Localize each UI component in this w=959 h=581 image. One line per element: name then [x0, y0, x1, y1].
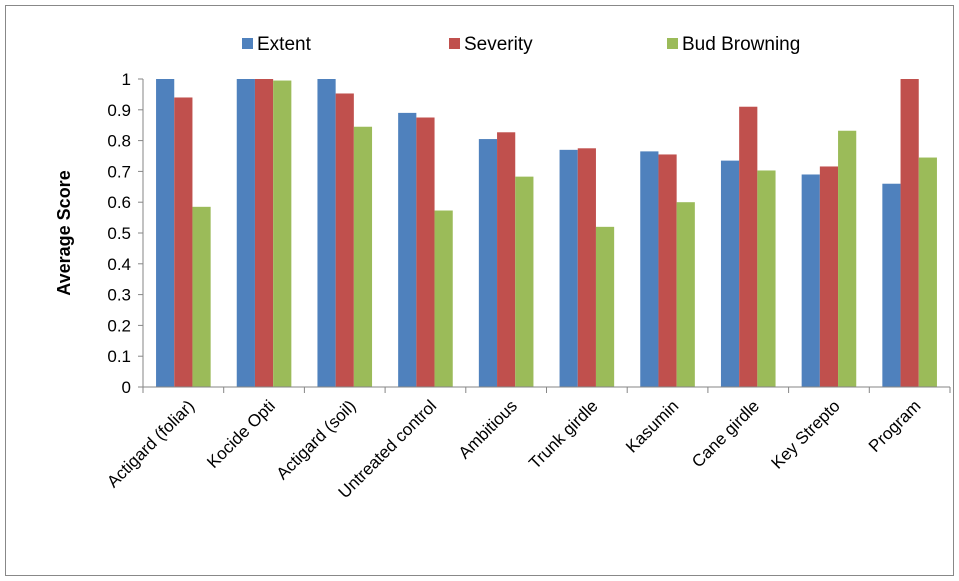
- bar-bud-browning: [434, 210, 453, 387]
- x-tick-label: Program: [865, 396, 925, 456]
- legend-label: Bud Browning: [682, 34, 800, 55]
- x-tick-label: Cane girdle: [688, 396, 763, 471]
- y-tick-label: 0.8: [107, 132, 131, 151]
- y-tick-label: 1: [122, 70, 131, 89]
- bar-bud-browning: [515, 176, 534, 387]
- bar-severity: [900, 79, 919, 387]
- bar-extent: [801, 174, 820, 387]
- bar-bud-browning: [676, 202, 695, 387]
- bar-severity: [416, 117, 435, 387]
- bar-severity: [658, 154, 677, 387]
- bar-bud-browning: [838, 130, 857, 387]
- x-tick-label: Kasumin: [622, 396, 682, 456]
- bar-severity: [739, 106, 758, 387]
- y-tick-label: 0.6: [107, 193, 131, 212]
- y-axis: 0 0.1 0.2 0.3 0.4 0.5 0.6 0.7 0.8 0.9 1: [107, 70, 144, 397]
- bar-extent: [317, 79, 336, 387]
- bar-bud-browning: [595, 226, 615, 387]
- x-tick-label: Actigard (soil): [273, 396, 360, 483]
- y-tick-label: 0.9: [107, 101, 131, 120]
- bars: [156, 79, 937, 388]
- bar-bud-browning: [918, 157, 937, 387]
- y-axis-title: Average Score: [54, 170, 74, 295]
- x-tick-label: Key Strepto: [768, 396, 844, 472]
- bar-severity: [254, 79, 274, 387]
- bar-severity: [174, 97, 193, 387]
- bar-extent: [559, 149, 578, 387]
- y-tick-label: 0.5: [107, 224, 131, 243]
- bar-extent: [156, 79, 175, 387]
- x-tick-label: Ambitious: [455, 396, 521, 462]
- legend: Extent Severity Bud Browning: [242, 34, 800, 55]
- bar-extent: [236, 79, 255, 387]
- bar-bud-browning: [273, 80, 292, 387]
- legend-label: Extent: [257, 34, 312, 55]
- bar-bud-browning: [757, 170, 776, 387]
- bar-bud-browning: [192, 206, 211, 387]
- bar-severity: [819, 166, 839, 387]
- x-tick-label: Kocide Opti: [203, 396, 279, 472]
- bar-severity: [497, 132, 516, 387]
- y-tick-label: 0: [122, 378, 131, 397]
- bar-bud-browning: [353, 126, 373, 388]
- y-tick-label: 0.3: [107, 286, 131, 305]
- y-tick-label: 0.7: [107, 162, 131, 181]
- bar-extent: [478, 139, 498, 387]
- y-tick-label: 0.1: [107, 347, 131, 366]
- y-tick-label: 0.4: [107, 255, 131, 274]
- bar-severity: [335, 93, 354, 387]
- bar-extent: [640, 151, 659, 387]
- x-tick-label: Trunk girdle: [525, 396, 601, 472]
- y-tick-label: 0.2: [107, 316, 131, 335]
- bar-extent: [882, 183, 901, 387]
- bar-extent: [720, 160, 740, 387]
- legend-swatch: [242, 38, 253, 49]
- legend-label: Severity: [464, 34, 533, 55]
- legend-swatch: [449, 38, 460, 49]
- x-tick-label: Actigard (foliar): [103, 396, 198, 491]
- bar-extent: [398, 112, 417, 387]
- legend-swatch: [667, 38, 678, 49]
- bar-severity: [577, 148, 596, 387]
